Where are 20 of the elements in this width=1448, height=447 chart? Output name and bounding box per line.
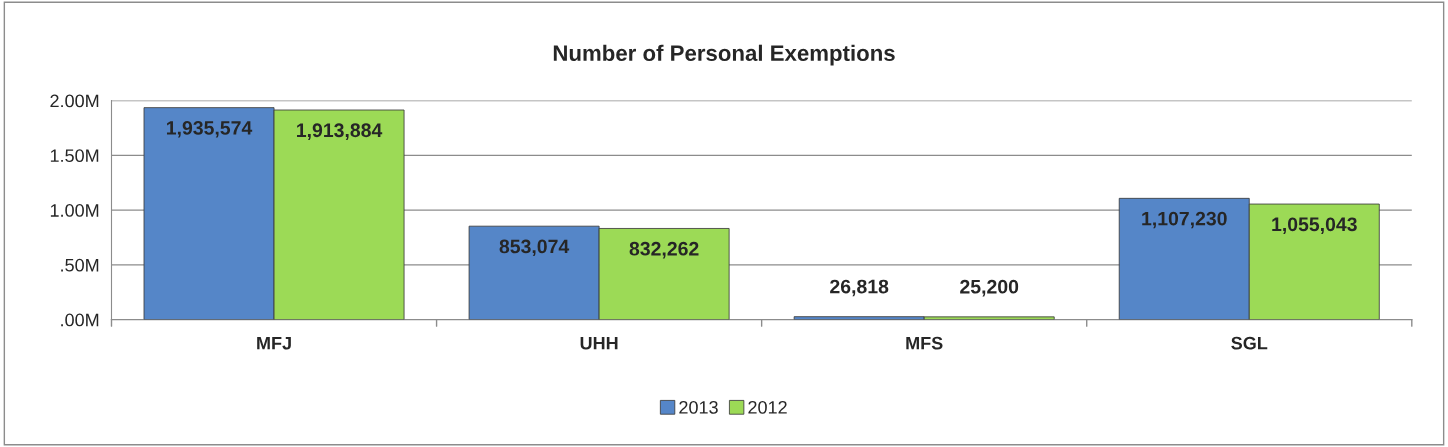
data-label: 26,818 [830, 279, 889, 297]
legend-label: 2013 [679, 400, 718, 414]
data-label: 1,935,574 [167, 120, 253, 138]
data-label: 832,262 [629, 241, 699, 259]
data-label: 853,074 [499, 239, 570, 257]
legend-label: 2012 [748, 400, 787, 414]
y-tick-label: 1.50M [50, 149, 99, 163]
data-label: 1,913,884 [297, 123, 383, 140]
y-tick-label: 1.00M [50, 204, 99, 217]
y-tick-label: .00M [61, 313, 99, 327]
x-tick-label: MFS [906, 336, 943, 350]
data-label: 1,107,230 [1142, 211, 1227, 229]
data-label: 1,055,043 [1272, 217, 1357, 234]
x-tick-label: UHH [580, 336, 618, 350]
y-tick-label: .50M [61, 258, 99, 272]
y-tick-label: 2.00M [50, 94, 99, 108]
x-tick-label: SGL [1231, 336, 1268, 350]
chart-title: Number of Personal Exemptions [553, 44, 895, 66]
data-label: 25,200 [960, 279, 1019, 297]
x-tick-label: MFJ [257, 336, 291, 350]
